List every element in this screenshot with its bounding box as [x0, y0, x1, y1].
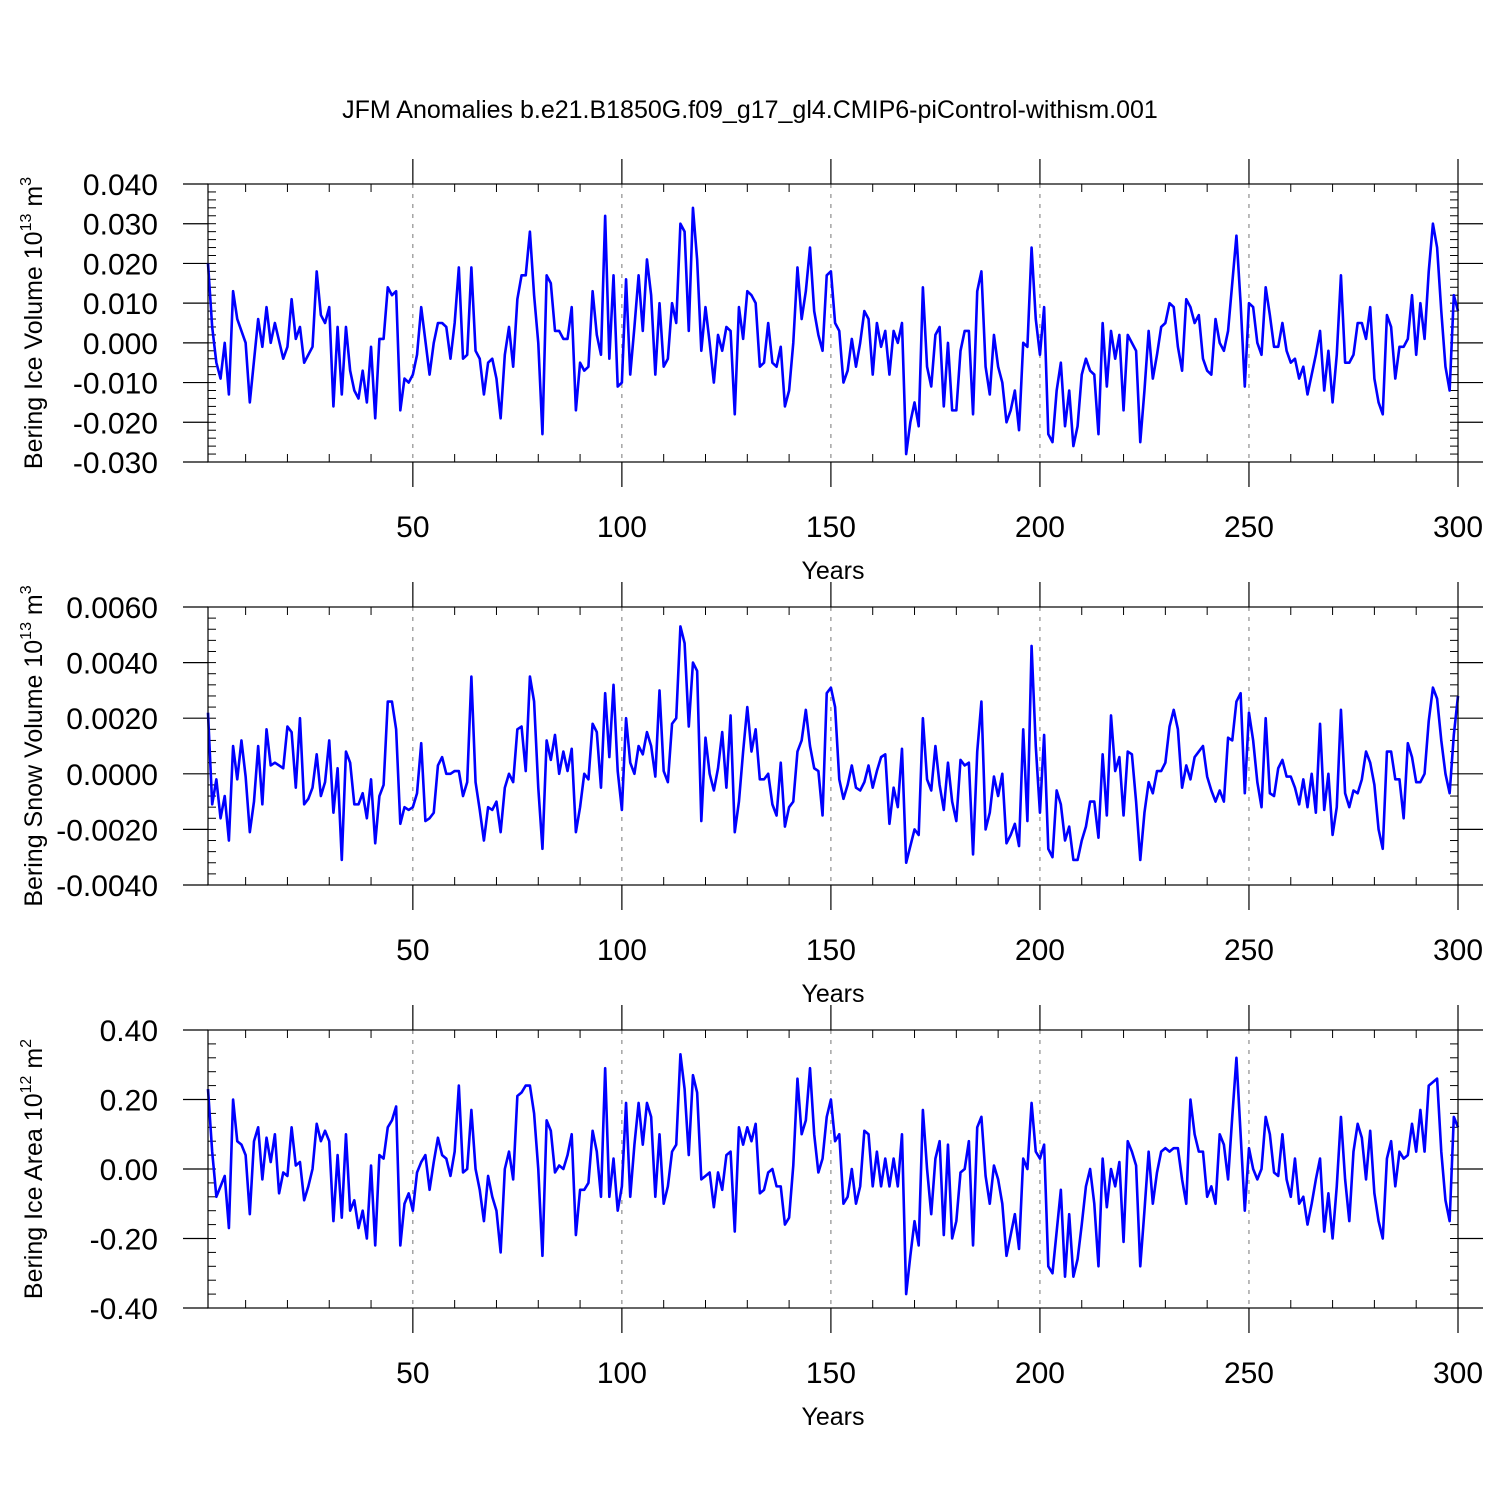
y-axis-label-unit-exponent: 3 — [18, 585, 35, 594]
series-line-snow-volume — [206, 625, 1460, 865]
x-tick-label: 100 — [597, 1357, 647, 1390]
y-tick-label: 0.020 — [83, 248, 158, 281]
y-axis-label-text: Bering Snow Volume 10 — [20, 640, 48, 907]
y-tick-label: 0.030 — [83, 209, 158, 242]
y-tick-label: 0.0000 — [66, 759, 158, 792]
x-tick-label: 50 — [396, 511, 429, 544]
y-tick-label: -0.40 — [90, 1293, 158, 1326]
y-tick-label: 0.20 — [100, 1085, 158, 1118]
chart-title: JFM Anomalies b.e21.B1850G.f09_g17_gl4.C… — [342, 96, 1158, 124]
x-tick-label: 200 — [1015, 1357, 1065, 1390]
y-tick-label: 0.010 — [83, 288, 158, 321]
panel-ice-area: -0.40 -0.20 0.00 0.20 0.40 50 100 150 200 250 300 Y… — [18, 1005, 1483, 1431]
y-tick-label: 0.0060 — [66, 592, 158, 625]
x-tick-label: 150 — [806, 1357, 856, 1390]
y-axis-label-unit-exponent: 2 — [18, 1039, 35, 1048]
x-axis-label: Years — [801, 980, 864, 1008]
x-tick-label: 300 — [1433, 934, 1483, 967]
x-tick-label: 300 — [1433, 511, 1483, 544]
y-tick-label: -0.20 — [90, 1224, 158, 1257]
series-line-ice-area — [206, 1053, 1460, 1296]
plot-frame — [207, 606, 1459, 886]
x-tick-label: 250 — [1224, 511, 1274, 544]
y-tick-label: -0.010 — [73, 368, 158, 401]
y-axis-label-unit: m — [20, 186, 48, 214]
y-axis-label-text: Bering Ice Volume 10 — [20, 231, 48, 469]
x-tick-label: 300 — [1433, 1357, 1483, 1390]
y-axis-label-unit: m — [20, 1048, 48, 1076]
y-axis-label-unit-exponent: 3 — [18, 177, 35, 186]
y-tick-label: 0.0020 — [66, 703, 158, 736]
x-tick-label: 50 — [396, 1357, 429, 1390]
series-line-ice-volume — [206, 206, 1460, 456]
x-tick-label: 150 — [806, 934, 856, 967]
y-axis-label: Bering Ice Volume 1013 m3 — [18, 177, 48, 469]
x-tick-label: 250 — [1224, 1357, 1274, 1390]
panels: -0.030 -0.020 -0.010 0.000 0.010 0.020 0.030 0.… — [18, 159, 1483, 1431]
y-tick-label: -0.030 — [73, 447, 158, 480]
y-tick-label: 0.40 — [100, 1015, 158, 1048]
x-axis-label: Years — [801, 1403, 864, 1431]
x-axis-label: Years — [801, 557, 864, 585]
y-tick-label: 0.00 — [100, 1154, 158, 1187]
y-tick-label: -0.020 — [73, 407, 158, 440]
y-tick-label: -0.0020 — [56, 814, 158, 847]
y-tick-label: 0.040 — [83, 169, 158, 202]
x-tick-label: 50 — [396, 934, 429, 967]
panel-snow-volume: -0.0040 -0.0020 0.0000 0.0020 0.0040 0.0060 50… — [18, 582, 1483, 1008]
y-axis-label-unit: m — [20, 594, 48, 622]
x-tick-label: 250 — [1224, 934, 1274, 967]
y-axis-label: Bering Ice Area 1012 m2 — [18, 1039, 48, 1299]
y-tick-label: -0.0040 — [56, 870, 158, 903]
y-axis-label-exponent: 12 — [18, 1075, 35, 1093]
x-tick-label: 100 — [597, 934, 647, 967]
x-tick-label: 200 — [1015, 511, 1065, 544]
y-tick-label: 0.0040 — [66, 648, 158, 681]
x-tick-label: 150 — [806, 511, 856, 544]
plot-frame — [207, 1029, 1459, 1309]
y-axis-label-exponent: 13 — [18, 214, 35, 232]
y-axis-label: Bering Snow Volume 1013 m3 — [18, 585, 48, 906]
x-tick-label: 200 — [1015, 934, 1065, 967]
x-tick-label: 100 — [597, 511, 647, 544]
y-tick-label: 0.000 — [83, 328, 158, 361]
plot-frame — [207, 183, 1459, 463]
y-axis-label-exponent: 13 — [18, 622, 35, 640]
y-axis-label-text: Bering Ice Area 10 — [20, 1093, 48, 1299]
panel-ice-volume: -0.030 -0.020 -0.010 0.000 0.010 0.020 0.030 0.… — [18, 159, 1483, 585]
